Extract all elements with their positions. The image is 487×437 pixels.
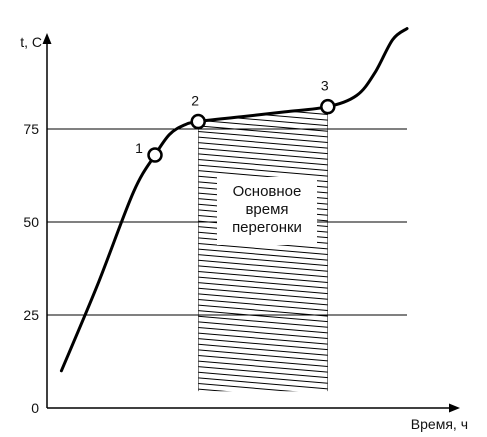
- y-axis-arrow: [42, 33, 52, 44]
- key-point-label: 1: [135, 140, 143, 156]
- hatch-line: [198, 366, 328, 379]
- y-tick-label: 25: [23, 307, 39, 323]
- hatch-line: [198, 338, 328, 351]
- hatch-line: [198, 349, 328, 362]
- hatch-line: [198, 153, 328, 166]
- key-point-label: 2: [191, 93, 199, 109]
- hatch-line: [198, 304, 328, 317]
- hatch-line: [198, 400, 328, 411]
- x-axis-label: Время, ч: [411, 416, 468, 432]
- hatch-line: [198, 106, 328, 110]
- hatch-line: [198, 242, 328, 255]
- shaded-region: [198, 87, 328, 411]
- y-tick-labels: 0 25 50 75: [23, 121, 39, 416]
- hatch-line: [198, 270, 328, 283]
- key-point-label: 3: [321, 78, 329, 94]
- hatch-line: [198, 298, 328, 311]
- axes: [42, 33, 460, 413]
- hatch-line: [198, 254, 328, 267]
- hatch-line: [198, 130, 328, 143]
- key-point-marker: [190, 113, 206, 130]
- y-axis-label: t, C: [20, 34, 42, 50]
- hatch-line: [198, 332, 328, 345]
- hatch-line: [198, 354, 328, 367]
- hatch-line: [198, 315, 328, 328]
- hatch-line: [198, 293, 328, 306]
- hatch-line: [198, 287, 328, 300]
- y-tick-label: 50: [23, 214, 39, 230]
- hatch-line: [198, 136, 328, 149]
- hatch-line: [198, 119, 328, 132]
- annotation-box: [217, 177, 317, 245]
- hatch-line: [198, 259, 328, 272]
- hatch-line: [198, 87, 328, 98]
- hatch-line: [198, 276, 328, 289]
- annotation-line: перегонки: [232, 219, 302, 236]
- hatch-line: [198, 125, 328, 138]
- hatch-line: [198, 147, 328, 160]
- hatch-line: [198, 310, 328, 323]
- hatch-line: [198, 326, 328, 339]
- hatch-line: [198, 382, 328, 392]
- hatch-line: [198, 377, 328, 390]
- hatch-line: [198, 360, 328, 373]
- hatch-line: [198, 92, 328, 103]
- key-points: 1 2 3: [135, 78, 336, 163]
- annotation-line: Основное: [233, 183, 302, 200]
- hatch-line: [198, 248, 328, 261]
- hatch-line: [198, 321, 328, 334]
- hatch-line: [198, 164, 328, 177]
- hatch-line: [198, 142, 328, 155]
- annotation-text: Основное время перегонки: [232, 183, 302, 236]
- x-axis-arrow: [449, 403, 460, 413]
- key-point-marker: [320, 98, 336, 115]
- hatch-line: [198, 395, 328, 406]
- annotation-line: время: [245, 201, 288, 218]
- y-tick-label: 0: [31, 400, 39, 416]
- hatch-line: [198, 158, 328, 171]
- hatch-line: [198, 371, 328, 384]
- hatch-line: [198, 282, 328, 295]
- hatch-line: [198, 265, 328, 278]
- y-tick-label: 75: [23, 121, 39, 137]
- hatch-line: [198, 343, 328, 356]
- temperature-curve: [59, 27, 409, 373]
- hatch-line: [198, 388, 328, 392]
- key-point-marker: [147, 147, 163, 163]
